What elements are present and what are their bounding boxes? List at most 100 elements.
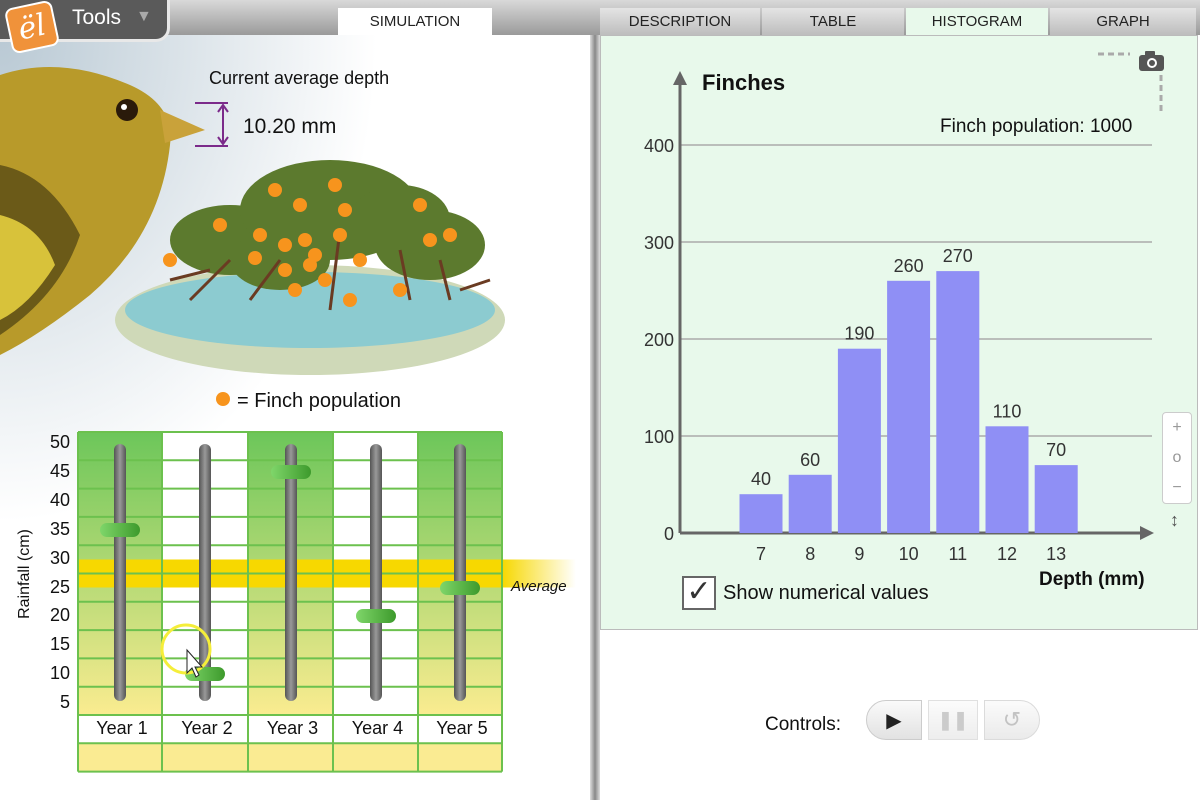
reset-button[interactable]: ↺ [984, 700, 1040, 740]
x-tick-label: 8 [805, 544, 815, 564]
finch-legend: = Finch population [237, 390, 402, 412]
year-label: Year 4 [351, 718, 404, 738]
rainfall-tick: 25 [49, 576, 70, 597]
bar-8 [788, 474, 832, 533]
chart-title: Finches [702, 70, 786, 95]
tab-histogram[interactable]: HISTOGRAM [906, 8, 1048, 35]
rainfall-slider-handle-year-1[interactable] [100, 522, 140, 537]
tab-simulation[interactable]: SIMULATION [338, 8, 492, 35]
finch-dot [413, 198, 427, 212]
camera-icon[interactable] [1137, 50, 1167, 72]
x-tick-label: 10 [899, 544, 919, 564]
rainfall-tick: 30 [49, 547, 70, 568]
x-axis-arrow-icon [1140, 526, 1154, 540]
tab-graph[interactable]: GRAPH [1050, 8, 1196, 35]
finch-dot [443, 228, 457, 242]
bar-13 [1034, 465, 1078, 533]
pause-icon: ❚❚ [937, 709, 969, 730]
tab-description[interactable]: DESCRIPTION [600, 8, 760, 35]
x-tick-label: 7 [756, 544, 766, 564]
controls-label: Controls: [765, 714, 842, 735]
finch-dot [353, 253, 367, 267]
rainfall-footer-cell [248, 743, 333, 772]
bar-12 [985, 426, 1029, 533]
rainfall-footer-cell [78, 743, 162, 772]
rainfall-tick: 15 [49, 634, 70, 655]
rainfall-slider-track-year-3[interactable] [284, 444, 297, 701]
zoom-in-button[interactable]: + [1172, 419, 1182, 436]
average-band-tail [502, 559, 576, 588]
zoom-out-button[interactable]: − [1172, 479, 1182, 496]
bar-value-label: 260 [894, 256, 924, 276]
histogram-chart: 0 100 200 300 400 40 7 60 8 190 9 260 10 270 11 110 12 70… [644, 52, 1163, 564]
show-values-checkbox[interactable]: ✓ [682, 576, 716, 610]
bar-value-label: 190 [844, 324, 874, 344]
zoom-controls: + o − [1162, 412, 1192, 504]
x-tick-label: 11 [948, 544, 967, 564]
tools-label: Tools [72, 6, 122, 29]
bar-10 [887, 280, 931, 533]
rainfall-slider-track-year-1[interactable] [114, 444, 126, 701]
y-tick-label: 200 [644, 330, 674, 350]
rainfall-footer-cell [333, 743, 418, 772]
finch-dot [248, 251, 262, 265]
finch-dot [288, 283, 302, 297]
rainfall-slider-handle-year-4[interactable] [355, 609, 396, 624]
rainfall-footer-cell [418, 743, 502, 772]
year-label: Year 2 [181, 718, 233, 738]
average-label: Average [511, 578, 567, 595]
year-label: Year 1 [96, 718, 148, 738]
finch-dot [163, 253, 177, 267]
play-button[interactable]: ▶ [866, 700, 922, 740]
rainfall-slider-track-year-4[interactable] [369, 444, 382, 701]
finch-dot [253, 228, 267, 242]
x-tick-label: 9 [854, 544, 864, 564]
finch-dot [308, 248, 322, 262]
y-tick-label: 300 [644, 233, 674, 253]
finch-illustration [0, 67, 205, 355]
finch-dot [333, 228, 347, 242]
zoom-reset-button[interactable]: o [1172, 449, 1182, 466]
rainfall-slider-handle-year-5[interactable] [440, 580, 480, 595]
finch-dot-icon [216, 392, 230, 406]
bar-value-label: 70 [1046, 440, 1066, 460]
rainfall-tick: 50 [49, 432, 70, 452]
finch-dot [423, 233, 437, 247]
rainfall-slider-track-year-5[interactable] [454, 444, 466, 701]
rainfall-tick: 40 [49, 489, 70, 510]
panel-divider [590, 35, 600, 800]
rainfall-footer-cell [162, 743, 248, 772]
depth-indicator-icon [195, 102, 229, 147]
pause-button[interactable]: ❚❚ [928, 700, 978, 740]
show-values-label: Show numerical values [723, 582, 929, 604]
bar-11 [936, 271, 980, 533]
depth-value: 10.20 mm [243, 115, 337, 138]
y-tick-label: 400 [644, 136, 674, 156]
camera-guide [1098, 52, 1163, 115]
rainfall-tick: 5 [59, 692, 70, 713]
tab-table[interactable]: TABLE [762, 8, 904, 35]
x-tick-label: 12 [997, 544, 1017, 564]
depth-title: Current average depth [209, 68, 390, 88]
rainfall-tick: 45 [49, 460, 70, 481]
x-axis-label: Depth (mm) [1039, 569, 1145, 590]
bar-value-label: 40 [751, 469, 771, 489]
bar-value-label: 110 [993, 401, 1022, 421]
finch-dot [278, 263, 292, 277]
island-illustration [115, 160, 505, 375]
finch-dot [213, 218, 227, 232]
finch-dot [343, 293, 357, 307]
finch-dot [268, 183, 282, 197]
finch-dot [318, 273, 332, 287]
dropdown-arrow-icon: ▼ [136, 8, 152, 25]
bar-7 [739, 494, 783, 533]
year-label: Year 5 [436, 718, 488, 738]
y-tick-label: 0 [664, 524, 674, 544]
scale-arrows-icon[interactable]: ↕ [1170, 510, 1179, 530]
finch-dot [298, 233, 312, 247]
bar-9 [837, 348, 881, 533]
rainfall-slider-handle-year-3[interactable] [270, 464, 311, 479]
y-tick-label: 100 [644, 427, 674, 447]
play-icon: ▶ [886, 709, 902, 732]
finch-dot [293, 198, 307, 212]
